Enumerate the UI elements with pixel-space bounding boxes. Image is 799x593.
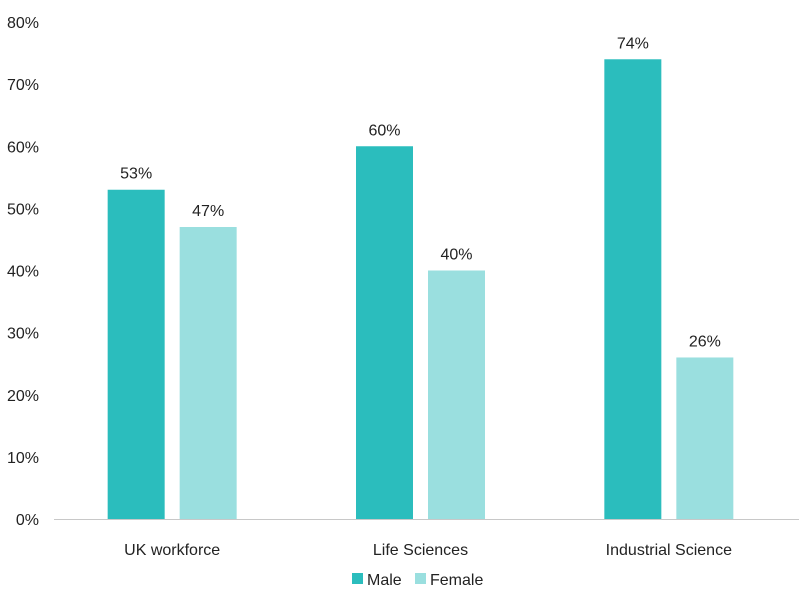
y-tick-label: 30% (7, 326, 39, 343)
y-tick-label: 0% (16, 512, 39, 529)
bar-female (676, 357, 734, 519)
category-label: Life Sciences (373, 542, 468, 559)
bar-male (107, 189, 165, 520)
data-label: 40% (440, 247, 472, 264)
data-label: 74% (617, 35, 649, 52)
legend-label-female: Female (430, 572, 483, 589)
bar-male (604, 59, 662, 520)
y-tick-label: 80% (7, 15, 39, 32)
legend-swatch-female (415, 573, 426, 584)
data-label: 60% (368, 122, 400, 139)
y-tick-label: 40% (7, 264, 39, 281)
legend-label-male: Male (367, 572, 402, 589)
bar-female (428, 270, 485, 519)
y-tick-label: 50% (7, 201, 39, 218)
y-tick-label: 60% (7, 139, 39, 156)
y-tick-label: 70% (7, 77, 39, 94)
category-label: Industrial Science (606, 542, 732, 559)
category-label: UK workforce (124, 542, 220, 559)
data-label: 47% (192, 203, 224, 220)
data-label: 26% (689, 333, 721, 350)
data-label: 53% (120, 166, 152, 183)
bar-female (179, 227, 237, 519)
bar-male (356, 146, 413, 519)
legend-swatch-male (352, 573, 363, 584)
y-tick-label: 20% (7, 388, 39, 405)
y-tick-label: 10% (7, 450, 39, 467)
